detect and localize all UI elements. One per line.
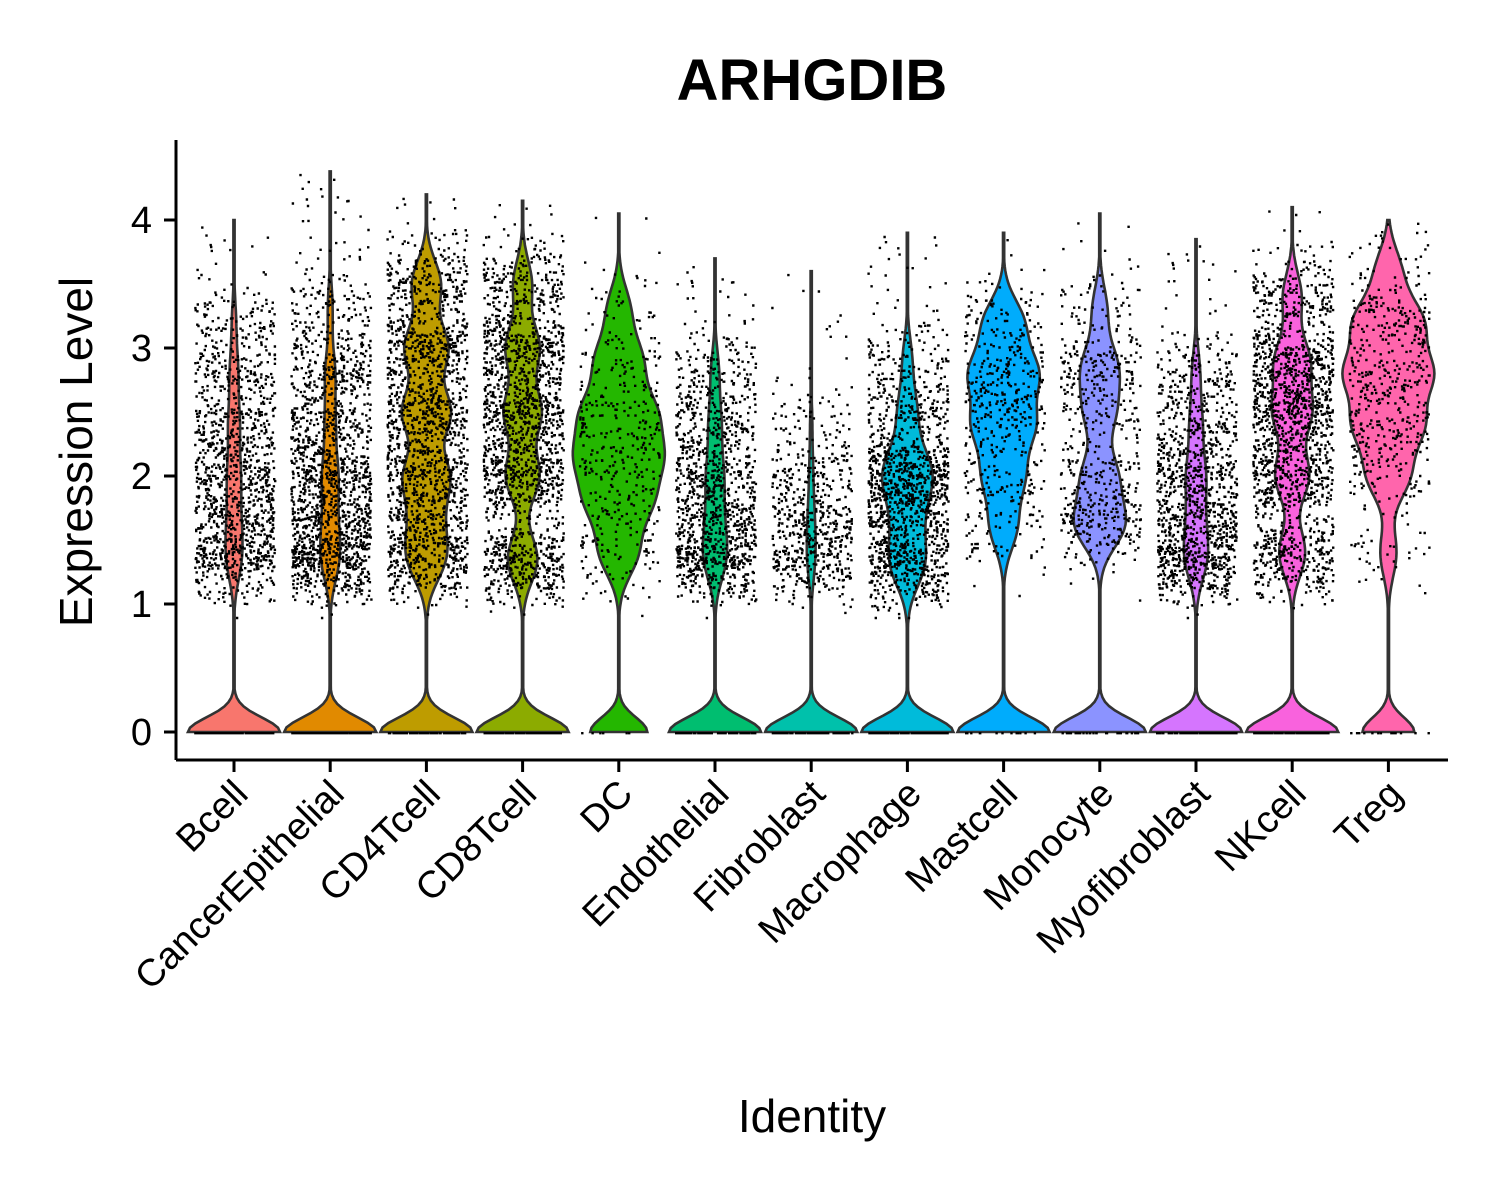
points-Macrophage xyxy=(867,235,950,735)
violin-Myofibroblast xyxy=(1148,237,1244,734)
jitter-dots-CD4Tcell xyxy=(386,197,469,735)
x-tick-label-DC: DC xyxy=(573,773,642,842)
violin-DC xyxy=(571,212,667,734)
y-tick-label: 4 xyxy=(131,200,152,242)
jitter-dots-Bcell xyxy=(194,226,277,735)
jitter-dots-CancerEpithelial xyxy=(290,173,373,735)
jitter-dots-Mastcell xyxy=(963,239,1046,735)
violin-CD8Tcell xyxy=(474,199,571,734)
y-tick-label: 2 xyxy=(131,456,152,498)
points-Endothelial xyxy=(675,266,758,735)
points-Mastcell xyxy=(963,239,1046,735)
x-tick-label-Myofibroblast: Myofibroblast xyxy=(1029,772,1219,962)
jitter-dots-CD8Tcell xyxy=(482,204,565,735)
points-Bcell xyxy=(194,226,277,735)
x-tick-label-Bcell: Bcell xyxy=(168,773,256,861)
violin-Treg xyxy=(1341,218,1436,734)
points-CD4Tcell xyxy=(386,197,469,735)
violin-Endothelial xyxy=(667,257,763,734)
plot-area xyxy=(185,170,1436,735)
violin-CD4Tcell xyxy=(378,193,475,734)
violin-Fibroblast xyxy=(763,269,860,734)
jitter-dots-Treg xyxy=(1348,222,1431,735)
y-axis-label: Expression Level xyxy=(50,277,102,627)
points-CancerEpithelial xyxy=(290,173,373,735)
violin-Mastcell xyxy=(955,231,1052,734)
x-axis-label: Identity xyxy=(738,1090,886,1142)
points-CD8Tcell xyxy=(482,204,565,735)
jitter-dots-NKcell xyxy=(1252,210,1335,735)
y-tick-label: 0 xyxy=(131,712,152,754)
y-tick-label: 1 xyxy=(131,584,152,626)
jitter-dots-Macrophage xyxy=(867,235,950,735)
points-NKcell xyxy=(1252,210,1335,735)
x-tick-label-Treg: Treg xyxy=(1327,773,1411,857)
jitter-dots-Endothelial xyxy=(675,266,758,735)
y-tick-label: 3 xyxy=(131,328,152,370)
points-Treg xyxy=(1348,222,1431,735)
chart-title: ARHGDIB xyxy=(677,48,948,113)
x-tick-label-NKcell: NKcell xyxy=(1207,773,1314,880)
